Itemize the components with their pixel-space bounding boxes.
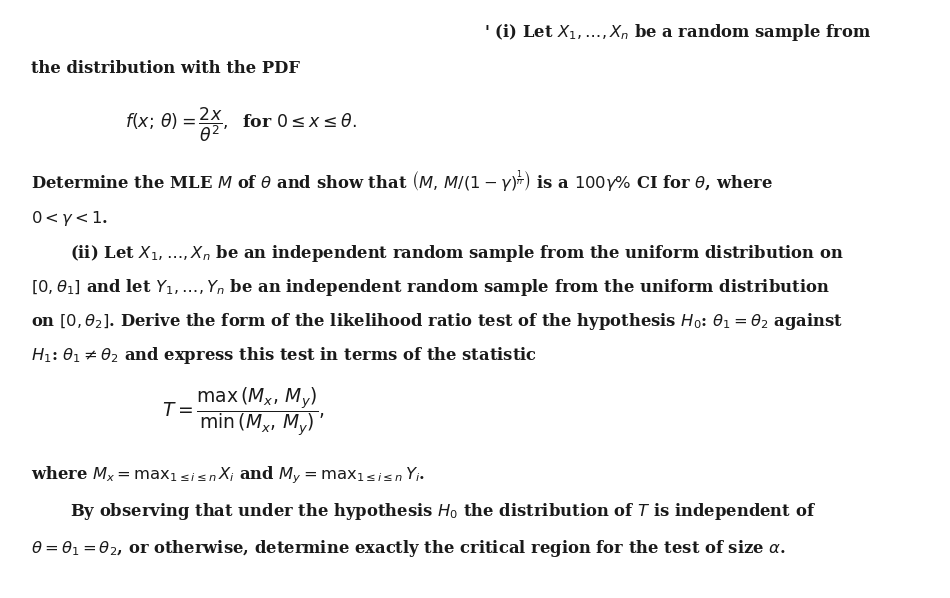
Text: $T = \dfrac{\mathrm{max}\,(M_x,\, M_y)}{\mathrm{min}\,(M_x,\, M_y)},$: $T = \dfrac{\mathrm{max}\,(M_x,\, M_y)}{… (162, 385, 325, 438)
Text: where $M_x = \mathrm{max}_{1 \leq i \leq n}\, X_i$ and $M_y = \mathrm{max}_{1 \l: where $M_x = \mathrm{max}_{1 \leq i \leq… (31, 464, 425, 486)
Text: (ii) Let $X_1, \ldots, X_n$ be an independent random sample from the uniform dis: (ii) Let $X_1, \ldots, X_n$ be an indepe… (69, 243, 844, 264)
Text: ' (i) Let $X_1, \ldots, X_n$ be a random sample from: ' (i) Let $X_1, \ldots, X_n$ be a random… (484, 22, 871, 43)
Text: $H_1$: $\theta_1 \neq \theta_2$ and express this test in terms of the statistic: $H_1$: $\theta_1 \neq \theta_2$ and expr… (31, 345, 537, 366)
Text: $\theta = \theta_1 = \theta_2$, or otherwise, determine exactly the critical reg: $\theta = \theta_1 = \theta_2$, or other… (31, 538, 786, 559)
Text: $[0, \theta_1]$ and let $Y_1, \ldots, Y_n$ be an independent random sample from : $[0, \theta_1]$ and let $Y_1, \ldots, Y_… (31, 277, 829, 298)
Text: $0 < \gamma < 1$.: $0 < \gamma < 1$. (31, 209, 108, 228)
Text: By observing that under the hypothesis $H_0$ the distribution of $T$ is independ: By observing that under the hypothesis $… (69, 501, 816, 521)
Text: the distribution with the PDF: the distribution with the PDF (31, 60, 300, 77)
Text: Determine the MLE $M$ of $\theta$ and show that $\left(M,\, M/(1-\gamma)^{\frac{: Determine the MLE $M$ of $\theta$ and sh… (31, 169, 773, 194)
Text: $f(x;\, \theta) = \dfrac{2x}{\theta^2},\;$ for $0 \leq x \leq \theta.$: $f(x;\, \theta) = \dfrac{2x}{\theta^2},\… (125, 106, 356, 144)
Text: on $[0, \theta_2]$. Derive the form of the likelihood ratio test of the hypothes: on $[0, \theta_2]$. Derive the form of t… (31, 311, 844, 332)
